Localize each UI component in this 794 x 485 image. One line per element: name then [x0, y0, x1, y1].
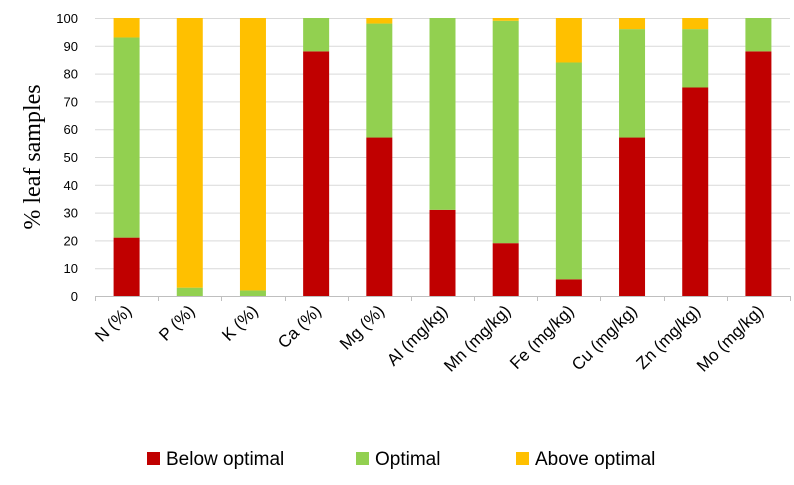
x-tick-labels: N (%) P (%) K (%) Ca (%) Mg (%)Al (mg/kg)Mn …	[91, 301, 767, 375]
legend-swatch	[516, 452, 529, 465]
y-tick-label: 90	[64, 39, 78, 54]
bar-segment-optimal	[492, 20, 519, 244]
bar-segment-optimal	[429, 18, 456, 210]
bar-segment-below-optimal	[429, 209, 456, 296]
x-tick-label: K (%)	[218, 301, 261, 344]
x-tick-label: Al (mg/kg)	[383, 301, 451, 369]
x-tick-label: Mn (mg/kg)	[440, 301, 514, 375]
y-tick-label: 20	[64, 233, 78, 248]
bar-segment-optimal	[555, 62, 582, 280]
bar-segment-above-optimal	[619, 18, 646, 30]
y-tick-label: 0	[71, 289, 78, 304]
y-tick-label: 30	[64, 206, 78, 221]
bar-segment-optimal	[113, 37, 140, 238]
bar-segment-below-optimal	[492, 243, 519, 296]
legend-label: Above optimal	[535, 449, 655, 470]
bar-segment-optimal	[619, 29, 646, 138]
x-tick-label: Fe (mg/kg)	[506, 301, 578, 373]
x-tick-label: Cu (mg/kg)	[568, 301, 641, 374]
bar-segment-below-optimal	[113, 237, 140, 296]
y-tick-label: 100	[56, 11, 78, 26]
y-tick-labels: 0 10 20 30 40 50 60 70 80 90 100	[56, 11, 78, 304]
bar-segment-below-optimal	[745, 51, 772, 296]
bar-segment-above-optimal	[555, 18, 582, 63]
bar-segment-below-optimal	[619, 137, 646, 296]
legend-swatch	[147, 452, 160, 465]
bar-segment-optimal	[682, 29, 709, 88]
bar-segment-optimal	[366, 23, 393, 138]
bar-segment-above-optimal	[113, 18, 140, 38]
bar-segment-optimal	[239, 290, 266, 296]
y-tick-label: 50	[64, 150, 78, 165]
bar-segment-optimal	[303, 18, 330, 52]
legend-label: Optimal	[375, 449, 440, 470]
y-tick-label: 10	[64, 261, 78, 276]
legend-label: Below optimal	[166, 449, 284, 470]
y-tick-label: 70	[64, 94, 78, 109]
bar-segment-below-optimal	[555, 279, 582, 296]
bar-segment-above-optimal	[492, 18, 519, 21]
bar-segment-above-optimal	[682, 18, 709, 30]
x-tick-label: N (%)	[91, 301, 135, 345]
y-tick-label: 60	[64, 122, 78, 137]
bar-segment-optimal	[745, 18, 772, 52]
y-axis-label: % leaf samples	[20, 84, 46, 229]
bar-segment-below-optimal	[366, 137, 393, 296]
x-tick-label: Mo (mg/kg)	[693, 301, 767, 375]
bar-segment-below-optimal	[303, 51, 330, 296]
x-tick-label: P (%)	[155, 301, 198, 344]
x-tick-label: Ca (%)	[274, 301, 325, 352]
bar-segment-above-optimal	[176, 18, 203, 288]
legend-swatch	[356, 452, 369, 465]
bar-segment-optimal	[176, 287, 203, 296]
legend: Below optimal Optimal Above optimal	[147, 449, 655, 470]
bars	[113, 18, 772, 296]
bar-segment-above-optimal	[366, 18, 393, 24]
x-tick-label: Mg (%)	[336, 301, 388, 353]
y-tick-label: 80	[64, 67, 78, 82]
bar-segment-above-optimal	[239, 18, 266, 291]
bar-segment-below-optimal	[682, 87, 709, 296]
y-tick-label: 40	[64, 178, 78, 193]
